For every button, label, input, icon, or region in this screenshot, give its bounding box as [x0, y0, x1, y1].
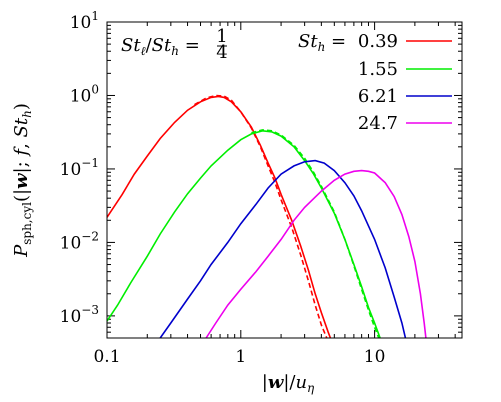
y-axis-title: Psph,cyl(|w|; f, Sth)	[11, 103, 34, 258]
series-line-dashed	[194, 94, 328, 338]
x-axis-title: |w|/uη	[262, 372, 315, 395]
svg-text:Psph,cyl(|w|; f, Sth): Psph,cyl(|w|; f, Sth)	[11, 103, 34, 258]
legend-title: Sth =	[298, 31, 346, 54]
annotation: Stℓ/Sth = 1 4	[121, 26, 228, 63]
svg-text:4: 4	[216, 42, 227, 63]
x-tick-label: 10	[364, 347, 386, 367]
series-line	[159, 159, 407, 338]
tick-labels: 0.1 1 10 101 100 10−1 10−2 10−3	[60, 9, 386, 367]
legend-label: 1.55	[358, 59, 398, 80]
x-tick-label: 1	[235, 347, 246, 367]
series-layer	[107, 94, 427, 338]
plot-frame	[106, 21, 463, 339]
series-line	[107, 95, 332, 338]
series-line	[205, 169, 427, 338]
legend-label: 24.7	[358, 113, 398, 134]
x-tick-label: 0.1	[93, 347, 120, 367]
y-tick-label: 101	[70, 9, 99, 33]
legend-label: 0.39	[358, 31, 398, 52]
series-line-dashed	[251, 129, 380, 338]
y-tick-label: 10−2	[60, 229, 99, 253]
y-tick-label: 10−1	[60, 156, 99, 180]
y-tick-label: 10−3	[60, 303, 99, 327]
svg-text:1: 1	[216, 26, 227, 47]
axis-ticks	[106, 21, 462, 339]
legend-label: 6.21	[358, 86, 398, 107]
series-line	[107, 129, 381, 338]
svg-text:Stℓ/Sth =: Stℓ/Sth =	[121, 35, 200, 58]
svg-text:|w|/uη: |w|/uη	[262, 372, 315, 395]
legend: Sth = 0.39 1.55 6.21 24.7	[298, 31, 452, 134]
y-tick-label: 100	[70, 82, 99, 106]
